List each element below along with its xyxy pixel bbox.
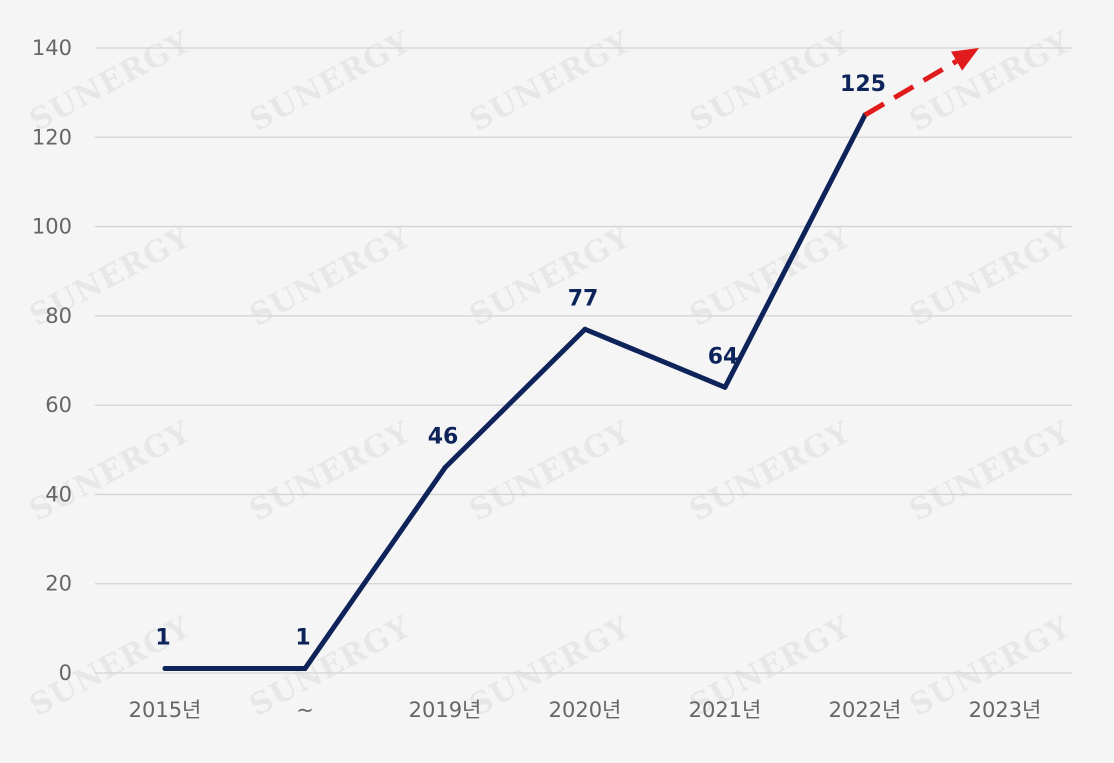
- data-label: 77: [568, 286, 599, 311]
- watermark-text: SUNERGY: [244, 220, 417, 334]
- y-tick-label: 100: [32, 215, 72, 239]
- data-point: [162, 666, 168, 672]
- gridlines: [95, 47, 1072, 674]
- watermark-text: SUNERGY: [464, 220, 637, 334]
- watermark-text: SUNERGY: [684, 220, 857, 334]
- x-axis-ticks: 2015년 ~2019년 2020년 2021년 2022년 2023년: [129, 698, 1042, 722]
- y-tick-label: 80: [45, 304, 72, 328]
- data-point: [302, 666, 308, 672]
- series-layer: [162, 112, 868, 672]
- y-axis-ticks: 0 20 40 60 80 100 120 140: [32, 36, 72, 685]
- data-label: 1: [155, 626, 170, 651]
- data-point: [582, 326, 588, 332]
- data-point: [442, 465, 448, 471]
- x-tick-label: ~: [296, 698, 314, 722]
- x-tick-label: 2019년: [409, 698, 482, 722]
- series-line: [162, 112, 868, 672]
- x-tick-label: 2022년: [829, 698, 902, 722]
- data-label: 46: [428, 425, 459, 450]
- watermark-layer: SUNERGY SUNERGY SUNERGY SUNERGY SUNERGY SUNER…: [24, 25, 1077, 724]
- watermark-text: SUNERGY: [904, 415, 1077, 529]
- watermark-text: SUNERGY: [464, 25, 637, 139]
- watermark-text: SUNERGY: [24, 415, 197, 529]
- data-label: 64: [708, 344, 739, 369]
- data-label: 125: [840, 72, 886, 97]
- y-tick-label: 60: [45, 393, 72, 417]
- projection-line: [863, 59, 958, 118]
- projection-arrowhead: [951, 48, 979, 71]
- x-tick-label: 2023년: [969, 698, 1042, 722]
- data-point: [722, 384, 728, 390]
- watermark-text: SUNERGY: [684, 415, 857, 529]
- watermark-text: SUNERGY: [244, 25, 417, 139]
- y-tick-label: 40: [45, 482, 72, 506]
- x-tick-label: 2020년: [549, 698, 622, 722]
- watermark-text: SUNERGY: [244, 415, 417, 529]
- watermark-text: SUNERGY: [464, 415, 637, 529]
- y-tick-label: 120: [32, 125, 72, 149]
- data-label: 1: [295, 626, 310, 651]
- x-tick-label: 2021년: [689, 698, 762, 722]
- y-tick-label: 20: [45, 572, 72, 596]
- watermark-text: SUNERGY: [904, 220, 1077, 334]
- projection-layer: [863, 48, 979, 118]
- y-tick-label: 0: [59, 661, 72, 685]
- watermark-text: SUNERGY: [684, 25, 857, 139]
- x-tick-label: 2015년: [129, 698, 202, 722]
- watermark-text: SUNERGY: [904, 25, 1077, 139]
- y-tick-label: 140: [32, 36, 72, 60]
- data-labels: 1 1 46 77 64 125: [155, 72, 886, 651]
